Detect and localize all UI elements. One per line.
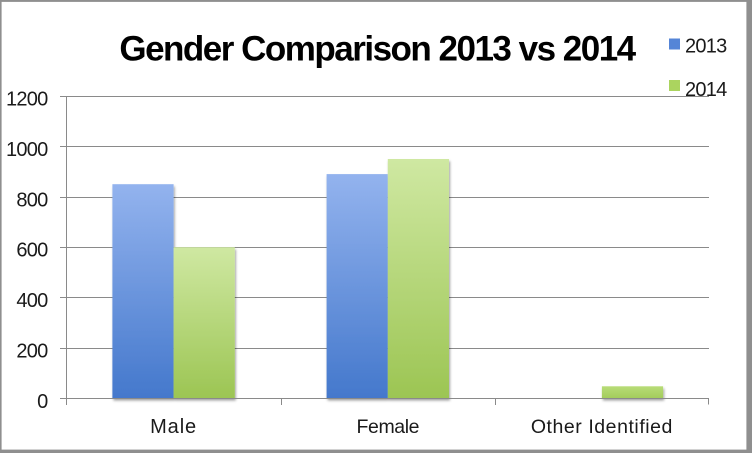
svg-text:2013: 2013 — [685, 36, 727, 58]
svg-text:0: 0 — [37, 391, 48, 413]
svg-text:200: 200 — [16, 340, 48, 362]
svg-text:Male: Male — [150, 416, 197, 438]
svg-text:Other Identified: Other Identified — [531, 416, 673, 438]
svg-text:1000: 1000 — [6, 139, 48, 161]
svg-text:Female: Female — [356, 416, 419, 438]
svg-text:400: 400 — [16, 290, 48, 312]
svg-text:1200: 1200 — [6, 89, 48, 111]
svg-text:2014: 2014 — [685, 79, 727, 101]
svg-text:600: 600 — [16, 240, 48, 262]
svg-text:Gender Comparison 2013 vs 2014: Gender Comparison 2013 vs 2014 — [119, 29, 636, 68]
svg-text:800: 800 — [16, 189, 48, 211]
